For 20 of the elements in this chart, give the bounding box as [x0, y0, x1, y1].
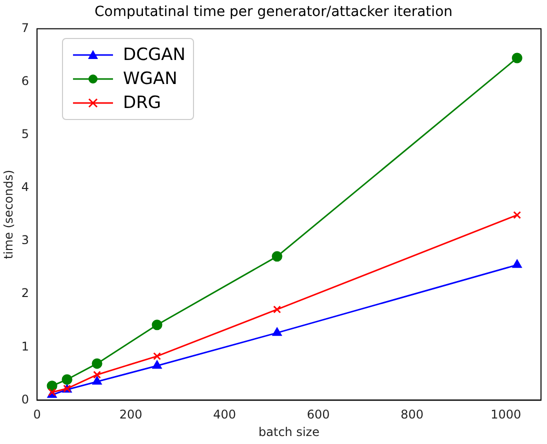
- x-tick-label: 600: [306, 408, 330, 422]
- x-tick-label: 800: [400, 408, 424, 422]
- legend-label: DRG: [123, 92, 162, 115]
- legend-label: DCGAN: [123, 44, 186, 67]
- y-axis-title: time (seconds): [1, 170, 16, 260]
- y-tick-label: 2: [21, 286, 30, 300]
- x-tick-label: 200: [119, 408, 142, 422]
- y-tick-label: 0: [21, 392, 30, 406]
- x-tick-label: 1000: [490, 408, 522, 422]
- chart-title: Computatinal time per generator/attacker iteration: [94, 4, 453, 20]
- y-tick-label: 1: [21, 339, 30, 354]
- y-tick-label: 5: [21, 127, 30, 142]
- y-tick-label: 4: [21, 180, 30, 194]
- y-tick-label: 3: [21, 233, 30, 248]
- x-axis-title: batch size: [258, 424, 320, 439]
- y-tick-label: 6: [21, 74, 30, 88]
- legend-label: WGAN: [123, 68, 178, 91]
- x-tick-label: 400: [213, 408, 236, 422]
- x-tick-label: 0: [33, 408, 41, 422]
- y-tick-label: 7: [21, 20, 30, 35]
